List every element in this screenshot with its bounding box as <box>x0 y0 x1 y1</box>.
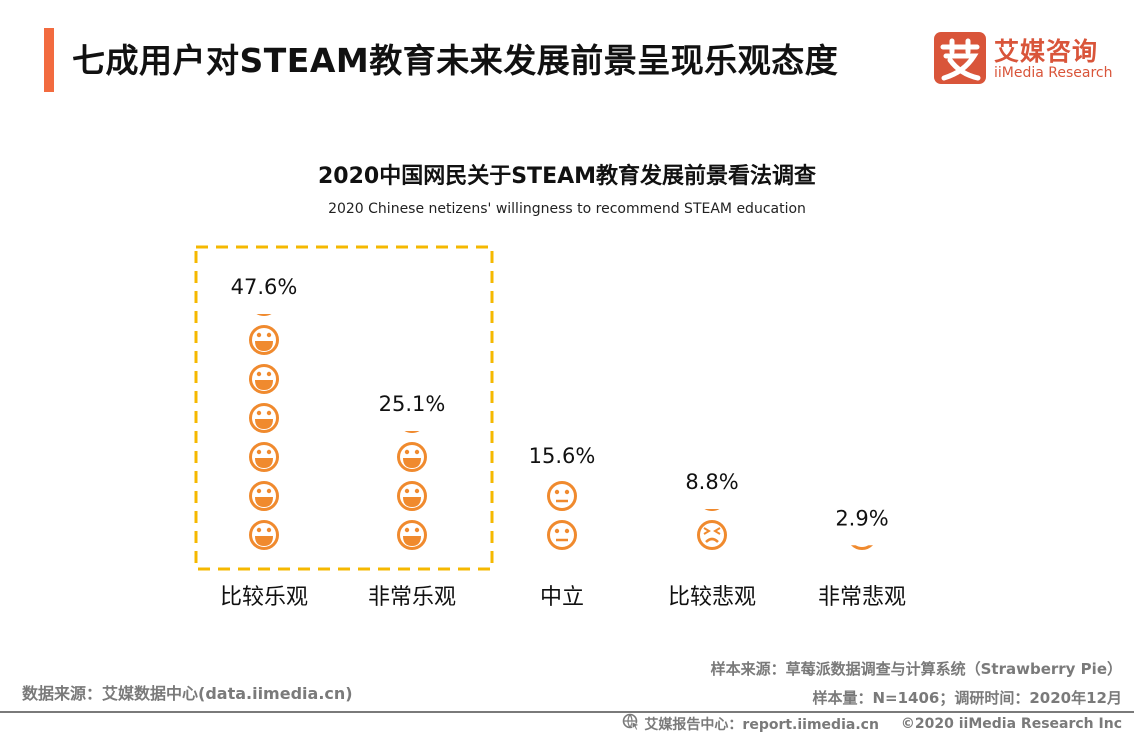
data-source-note: 数据来源：艾媒数据中心(data.iimedia.cn) <box>22 684 353 703</box>
icon-laughing-face <box>397 520 427 550</box>
logo-name-en: iiMedia Research <box>994 65 1113 81</box>
value-label: 8.8% <box>685 470 738 494</box>
value-label: 2.9% <box>835 506 888 530</box>
logo-name-cn: 艾媒咨询 <box>994 37 1099 66</box>
icon-frowning-face <box>697 520 727 550</box>
pictograph-chart: 47.6% 比较乐观 25.1% 非常乐观 15.6% 中立 8.8% 比较悲观 2.9% 非常悲… <box>194 245 906 610</box>
category-label: 比较乐观 <box>220 585 308 610</box>
value-label: 15.6% <box>529 444 596 468</box>
globe-cursor-icon <box>622 713 641 735</box>
icon-laughing-face <box>249 403 279 433</box>
category-label: 非常乐观 <box>368 585 456 610</box>
bar-column-2 <box>397 431 427 550</box>
category-label: 非常悲观 <box>818 585 906 610</box>
bar-column-3 <box>547 481 577 550</box>
bar-column-5 <box>851 545 873 550</box>
title-accent-bar <box>44 28 54 92</box>
value-label: 25.1% <box>379 392 446 416</box>
bar-column-1 <box>249 314 279 550</box>
footer: 艾媒报告中心：report.iimedia.cn ©2020 iiMedia R… <box>622 713 1122 735</box>
bar-column-4 <box>697 509 727 550</box>
icon-neutral-face <box>547 481 577 511</box>
icon-laughing-face <box>249 520 279 550</box>
logo-mark-icon <box>934 32 986 84</box>
category-label: 中立 <box>540 585 584 610</box>
sample-info-note: 样本量：N=1406；调研时间：2020年12月 <box>812 689 1123 707</box>
brand-logo: 艾媒咨询 iiMedia Research <box>934 32 1114 84</box>
icon-frowning-face-partial <box>704 509 720 511</box>
icon-laughing-face <box>249 442 279 472</box>
icon-neutral-face <box>547 520 577 550</box>
highlight-box <box>194 245 494 571</box>
icon-frowning-face-partial <box>851 545 873 550</box>
icon-laughing-face <box>397 481 427 511</box>
icon-laughing-face <box>397 442 427 472</box>
chart-subtitle: 2020 Chinese netizens' willingness to re… <box>328 201 806 217</box>
report-center-link[interactable]: 艾媒报告中心：report.iimedia.cn <box>644 717 879 733</box>
icon-laughing-face <box>249 481 279 511</box>
icon-laughing-face <box>249 364 279 394</box>
footer-divider <box>0 711 1134 713</box>
page-title: 七成用户对STEAM教育未来发展前景呈现乐观态度 <box>72 41 839 80</box>
sample-source-note: 样本来源：草莓派数据调查与计算系统（Strawberry Pie） <box>710 660 1122 678</box>
icon-laughing-face-partial <box>404 431 420 433</box>
icon-laughing-face <box>249 325 279 355</box>
icon-laughing-face-partial <box>256 314 272 316</box>
chart-title: 2020中国网民关于STEAM教育发展前景看法调查 <box>317 164 817 189</box>
value-label: 47.6% <box>231 275 298 299</box>
category-label: 比较悲观 <box>668 585 756 610</box>
copyright-text: ©2020 iiMedia Research Inc <box>900 716 1122 732</box>
